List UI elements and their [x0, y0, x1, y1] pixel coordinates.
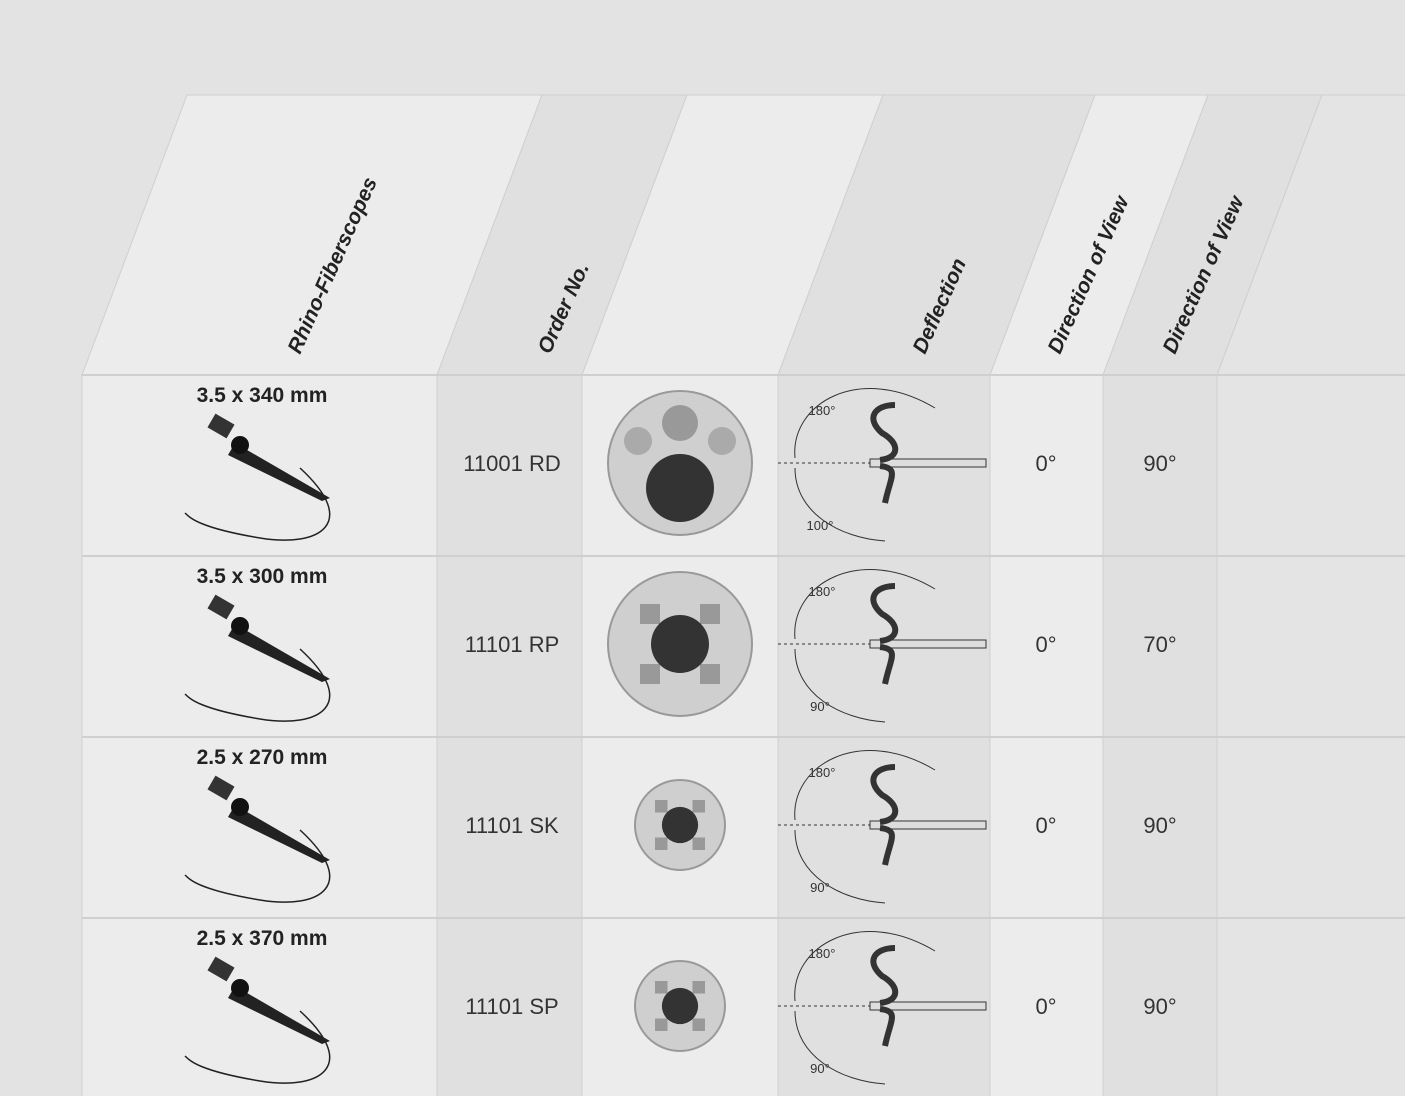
- bend-down: [879, 644, 895, 685]
- view-2: 90°: [1143, 994, 1176, 1019]
- tip-channel: [662, 405, 698, 441]
- shaft: [869, 1001, 987, 1011]
- scope-knob: [231, 798, 249, 816]
- scope-knob: [231, 436, 249, 454]
- column: [1217, 375, 1405, 1096]
- scope-body: [228, 443, 330, 501]
- order-no: 11001 RD: [463, 451, 560, 476]
- view-2: 90°: [1143, 813, 1176, 838]
- bend-down: [879, 463, 895, 504]
- arc-up: [794, 569, 936, 640]
- size-label: 3.5 x 300 mm: [197, 565, 328, 588]
- shaft: [869, 639, 987, 649]
- size-label: 2.5 x 270 mm: [197, 746, 328, 769]
- arc-down: [794, 467, 886, 542]
- arc-down: [794, 648, 886, 723]
- shaft: [869, 458, 987, 468]
- deflection-up: 180°: [809, 765, 836, 780]
- tip-lens: [646, 454, 714, 522]
- tip-lens: [661, 806, 699, 844]
- scope-cable: [184, 1010, 331, 1084]
- arc-up: [794, 388, 936, 459]
- bend-down: [879, 825, 895, 866]
- tip-light: [655, 981, 668, 994]
- deflection-down: 90°: [810, 699, 830, 714]
- column: [437, 375, 582, 1096]
- order-no: 11101 RP: [465, 632, 560, 657]
- tip-light: [640, 604, 660, 624]
- arc-down: [794, 829, 886, 904]
- arc-up: [794, 750, 936, 821]
- column: [1103, 375, 1217, 1096]
- deflection-up: 180°: [809, 584, 836, 599]
- tip-light: [655, 800, 668, 813]
- endoscope-image: [184, 956, 331, 1084]
- bend-up: [870, 402, 899, 463]
- endoscope-image: [184, 594, 331, 722]
- column: [82, 375, 437, 1096]
- endoscope-image: [184, 775, 331, 903]
- header-cell: [1216, 94, 1405, 376]
- scope-body: [228, 986, 330, 1044]
- tip-light: [655, 1018, 668, 1031]
- deflection-down: 90°: [810, 880, 830, 895]
- tip-light: [692, 981, 705, 994]
- column: [990, 375, 1103, 1096]
- view-1: 0°: [1035, 813, 1056, 838]
- arc-up: [794, 931, 936, 1002]
- tip-light: [655, 837, 668, 850]
- tip-lens: [651, 615, 709, 673]
- scope-knob: [231, 979, 249, 997]
- shaft: [869, 820, 987, 830]
- scope-cable: [184, 467, 331, 541]
- size-label: 2.5 x 370 mm: [197, 927, 328, 950]
- tip-light: [692, 837, 705, 850]
- column: [778, 375, 990, 1096]
- view-2: 70°: [1143, 632, 1176, 657]
- tip-channel: [708, 427, 736, 455]
- tip-light: [692, 1018, 705, 1031]
- deflection-up: 180°: [809, 403, 836, 418]
- order-no: 11101 SP: [465, 994, 558, 1019]
- tip-light: [640, 664, 660, 684]
- bend-down: [879, 1006, 895, 1047]
- scope-body: [228, 624, 330, 682]
- deflection-down: 90°: [810, 1061, 830, 1076]
- scope-eyepiece: [207, 413, 235, 439]
- scope-eyepiece: [207, 594, 235, 620]
- arc-down: [794, 1010, 886, 1085]
- scope-knob: [231, 617, 249, 635]
- view-1: 0°: [1035, 451, 1056, 476]
- tip-channel: [624, 427, 652, 455]
- bend-up: [870, 945, 899, 1006]
- view-1: 0°: [1035, 632, 1056, 657]
- size-label: 3.5 x 340 mm: [197, 384, 328, 407]
- view-1: 0°: [1035, 994, 1056, 1019]
- endoscope-image: [184, 413, 331, 541]
- tip-light: [700, 664, 720, 684]
- scope-cable: [184, 829, 331, 903]
- bend-up: [870, 583, 899, 644]
- scope-cable: [184, 648, 331, 722]
- deflection-up: 180°: [809, 946, 836, 961]
- tip-light: [700, 604, 720, 624]
- deflection-down: 100°: [807, 518, 834, 533]
- tip-light: [692, 800, 705, 813]
- scope-eyepiece: [207, 775, 235, 801]
- scope-eyepiece: [207, 956, 235, 982]
- view-2: 90°: [1143, 451, 1176, 476]
- bend-up: [870, 764, 899, 825]
- order-no: 11101 SK: [465, 813, 559, 838]
- tip-lens: [661, 987, 699, 1025]
- scope-body: [228, 805, 330, 863]
